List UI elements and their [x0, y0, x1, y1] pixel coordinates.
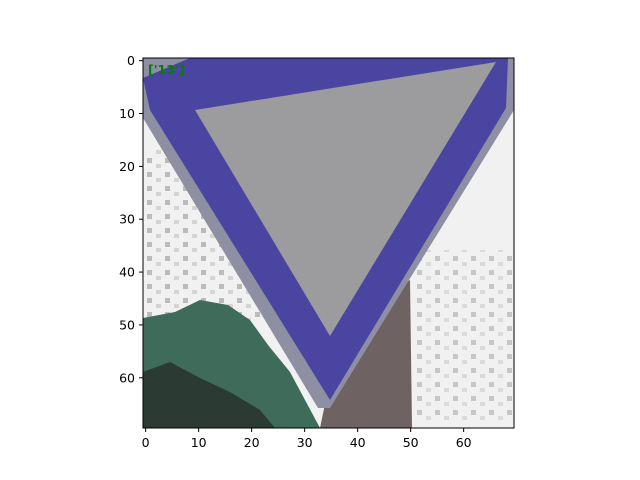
axes-frame	[142, 57, 515, 429]
prediction-label: ['13']	[148, 62, 184, 77]
y-tick-label: 30	[119, 212, 135, 227]
y-tick-label: 50	[119, 317, 135, 332]
y-tick-label: 10	[119, 106, 135, 121]
background-speckles-right	[415, 250, 514, 420]
y-tick-label: 0	[127, 53, 135, 68]
x-axis: 0 10 20 30 40 50 60	[142, 428, 472, 450]
x-tick-label: 10	[191, 435, 207, 450]
foliage-dark	[143, 362, 275, 428]
image-area	[143, 58, 514, 428]
x-tick-label: 20	[244, 435, 260, 450]
sign-inner-triangle	[195, 62, 496, 336]
x-tick-label: 30	[297, 435, 313, 450]
y-axis: 0 10 20 30 40 50 60	[119, 53, 143, 385]
y-tick-label: 40	[119, 265, 135, 280]
x-tick-label: 40	[350, 435, 366, 450]
y-tick-label: 20	[119, 159, 135, 174]
y-tick-label: 60	[119, 370, 135, 385]
x-tick-label: 60	[456, 435, 472, 450]
x-tick-label: 50	[403, 435, 419, 450]
sign-post	[320, 280, 412, 428]
x-tick-label: 0	[142, 435, 150, 450]
